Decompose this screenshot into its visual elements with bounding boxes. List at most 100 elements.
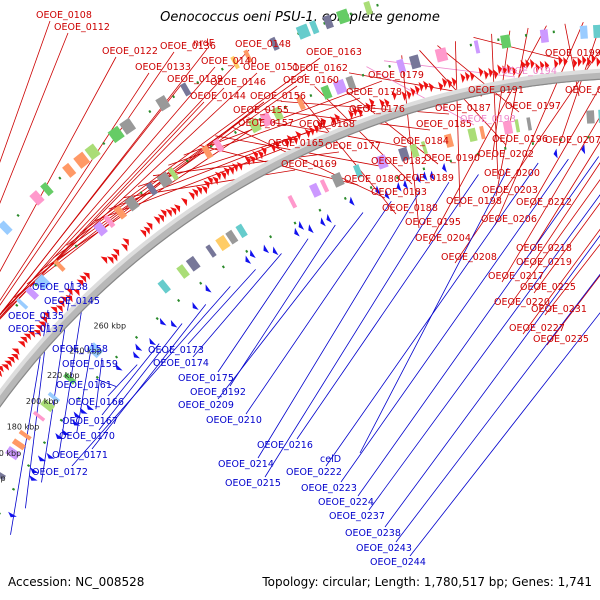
- forward-label-connector: [366, 66, 475, 126]
- reverse-gene-arrow: [149, 337, 157, 346]
- forward-label-connector: [0, 101, 205, 320]
- category-block: [87, 342, 104, 359]
- category-block: [243, 49, 253, 63]
- category-block: [32, 410, 46, 422]
- reverse-gene-arrow: [72, 419, 81, 426]
- category-block: [18, 429, 32, 441]
- reverse-gene-label: celD: [320, 454, 341, 465]
- forward-gene-arrow: [106, 256, 114, 264]
- forward-gene-arrow: [368, 98, 375, 108]
- reverse-label-connector: [217, 212, 364, 400]
- category-block: [332, 78, 348, 95]
- forward-gene-label: OEOE_0151: [243, 62, 299, 73]
- forward-gene-arrow: [257, 150, 264, 160]
- forward-gene-arrow: [4, 360, 13, 367]
- forward-label-connector: [491, 30, 511, 161]
- forward-label-connector: [0, 87, 225, 319]
- forward-gene-arrow: [206, 176, 213, 186]
- forward-gene-arrow: [33, 329, 42, 337]
- category-block: [259, 111, 274, 128]
- category-block: [396, 58, 407, 74]
- category-block: [11, 438, 26, 451]
- reverse-label-connector: [395, 273, 600, 543]
- forward-gene-arrow: [348, 110, 354, 120]
- forward-gene-label: OEOE_0179: [368, 70, 424, 81]
- reverse-gene-label: OEOE_0175: [178, 373, 234, 384]
- reverse-label-connector: [229, 224, 336, 387]
- category-block: [271, 106, 285, 122]
- forward-gene-arrow: [35, 325, 43, 332]
- forward-label-connector: [280, 101, 450, 115]
- reverse-gene-arrow: [79, 407, 88, 414]
- forward-gene-arrow: [391, 90, 397, 101]
- forward-gene-arrow: [42, 312, 50, 319]
- forward-gene-arrow: [143, 226, 150, 235]
- forward-gene-arrow: [418, 82, 424, 92]
- category-block: [230, 55, 240, 70]
- forward-gene-arrow: [330, 116, 336, 126]
- reverse-label-connector: [98, 323, 183, 431]
- forward-gene-label: OEOE_0183: [371, 187, 427, 198]
- category-block: [295, 96, 306, 111]
- forward-label-connector: [0, 84, 182, 315]
- forward-label-connector: [39, 128, 253, 272]
- forward-label-connector: [0, 32, 69, 204]
- forward-gene-label: nrdF: [193, 38, 214, 49]
- forward-gene-arrow: [520, 59, 526, 70]
- forward-gene-label: OEOE_0206: [481, 214, 537, 225]
- forward-gene-arrow: [249, 155, 256, 165]
- forward-gene-arrow: [497, 64, 503, 75]
- category-block: [375, 154, 389, 170]
- forward-gene-arrow: [414, 85, 420, 95]
- forward-gene-arrow: [212, 176, 219, 185]
- reverse-gene-arrow: [308, 224, 314, 234]
- reverse-gene-arrow: [403, 179, 409, 190]
- forward-label-connector: [494, 22, 584, 226]
- category-block: [586, 110, 595, 124]
- forward-label-connector: [264, 109, 431, 131]
- tick-label: 180 kbp: [7, 423, 40, 432]
- reverse-label-connector: [340, 158, 569, 483]
- forward-gene-arrow: [122, 238, 129, 246]
- forward-gene-label: OEOE_0235: [533, 334, 589, 345]
- forward-gene-label: OEOE_0144: [190, 91, 246, 102]
- forward-gene-arrow: [582, 55, 587, 66]
- forward-gene-arrow: [139, 229, 147, 238]
- reverse-gene-label: OEOE_0237: [329, 511, 385, 522]
- forward-gene-label: OEOE_0168: [299, 119, 355, 130]
- category-block: [25, 286, 40, 300]
- category-block: [29, 190, 45, 206]
- reverse-gene-label: OEOE_0192: [190, 387, 246, 398]
- forward-gene-arrow: [460, 73, 466, 84]
- forward-gene-arrow: [236, 162, 243, 171]
- accession-text: Accession: NC_008528: [8, 575, 145, 589]
- reverse-label-connector: [95, 357, 103, 410]
- forward-gene-label: OEOE_0196: [492, 134, 548, 145]
- tick-label: 220 kbp: [47, 371, 80, 380]
- forward-gene-label: OEOE_0185: [416, 119, 472, 130]
- forward-gene-label: OEOE_0219: [516, 257, 572, 268]
- category-block: [73, 151, 91, 169]
- forward-label-connector: [0, 66, 216, 319]
- forward-gene-arrow: [334, 113, 340, 123]
- forward-gene-label: OEOE_0122: [102, 46, 158, 57]
- forward-gene-arrow: [17, 341, 26, 348]
- backbone-ring-inner-edge: [0, 78, 600, 409]
- forward-gene-arrow: [146, 222, 153, 231]
- reverse-label-connector: [325, 162, 539, 467]
- forward-gene-arrow: [231, 163, 238, 173]
- forward-gene-label: OEOE_0189: [398, 173, 454, 184]
- forward-gene-arrow: [7, 356, 15, 364]
- reverse-gene-arrow: [250, 249, 256, 259]
- forward-gene-arrow: [483, 69, 489, 80]
- forward-label-connector: [529, 86, 600, 209]
- category-block: [247, 117, 262, 134]
- forward-gene-label: OEOE_0177: [325, 141, 381, 152]
- forward-label-connector: [455, 41, 461, 208]
- reverse-gene-arrow: [263, 244, 270, 254]
- forward-gene-arrow: [423, 80, 429, 91]
- category-block: [185, 255, 201, 272]
- category-block: [467, 127, 478, 143]
- forward-gene-arrow: [469, 71, 475, 82]
- category-block: [93, 221, 108, 237]
